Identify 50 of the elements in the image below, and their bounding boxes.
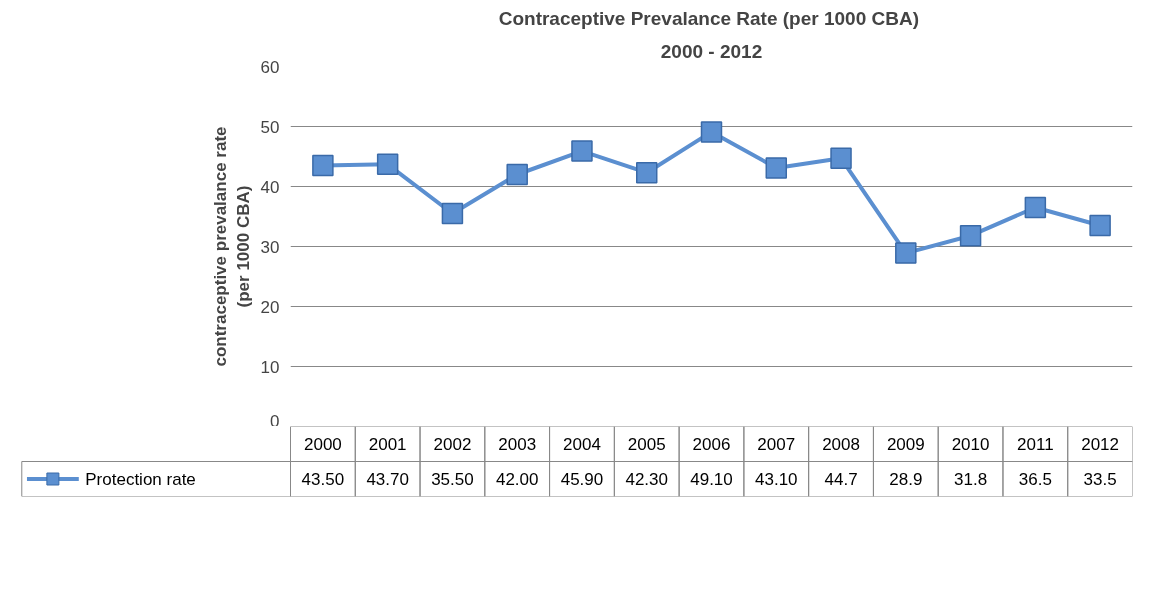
- data-label: 45.90: [560, 470, 604, 489]
- y-tick-label: 0: [270, 411, 280, 431]
- x-tick-label: 2009: [886, 435, 925, 454]
- data-label: 35.50: [431, 470, 474, 489]
- x-tick-label: 2006: [692, 435, 731, 454]
- x-tick-label: 2000: [303, 435, 342, 454]
- data-label: 49.10: [690, 470, 733, 489]
- x-tick-label: 2001: [368, 435, 407, 454]
- point: [765, 157, 788, 179]
- point: [830, 147, 852, 170]
- chart-title: Contraceptive Prevalance Rate (per 1000 CBA): [498, 7, 920, 29]
- point: [959, 224, 982, 247]
- x-tick-label: 2007: [757, 435, 796, 454]
- x-tick-label: 2004: [563, 435, 601, 454]
- point: [700, 121, 723, 143]
- data-label: 42.00: [495, 470, 539, 489]
- point: [441, 202, 464, 225]
- x-tick-label: 2003: [498, 435, 537, 454]
- legend-label: Protection rate: [85, 469, 196, 489]
- point: [571, 140, 593, 162]
- point: [506, 163, 528, 186]
- x-tick-label: 2002: [433, 435, 472, 454]
- data-label: 43.70: [366, 470, 409, 489]
- data-label: 43.10: [755, 470, 798, 489]
- y-tick-label: 10: [260, 357, 280, 377]
- data-label: 31.8: [954, 470, 988, 489]
- y-tick-label: 30: [260, 237, 280, 257]
- point: [1024, 196, 1047, 219]
- point: [1089, 214, 1111, 237]
- point: [635, 161, 658, 184]
- y-tick-label: 20: [260, 297, 280, 317]
- data-label: 44.7: [824, 470, 858, 489]
- y-axis-title: contraceptive prevalance rate (per 1000 CBA): [210, 126, 253, 367]
- data-label: 36.5: [1018, 470, 1052, 489]
- x-tick-label: 2012: [1081, 435, 1120, 454]
- x-tick-label: 2010: [951, 435, 990, 454]
- point: [895, 242, 917, 264]
- x-tick-label: 2011: [1017, 435, 1054, 454]
- x-tick-label: 2005: [627, 435, 666, 454]
- y-tick-label: 40: [260, 177, 280, 197]
- chart-subtitle: 2000 - 2012: [660, 40, 763, 62]
- y-tick-label: 60: [260, 57, 280, 77]
- y-tick-label: 50: [260, 117, 280, 137]
- data-label: 33.5: [1083, 470, 1117, 489]
- point: [376, 153, 399, 176]
- x-tick-label: 2008: [822, 435, 860, 454]
- point: [312, 154, 334, 177]
- data-label: 42.30: [625, 470, 669, 489]
- data-label: 43.50: [301, 470, 345, 489]
- data-label: 28.9: [889, 470, 923, 489]
